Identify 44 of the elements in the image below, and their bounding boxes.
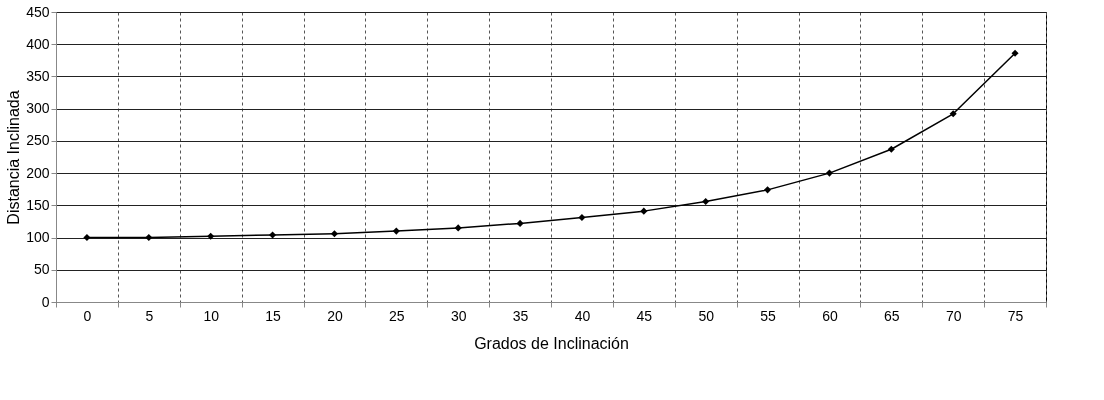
x-tick-label: 20 [327, 307, 343, 324]
x-tick-label: 10 [203, 307, 220, 324]
y-tick-label: 300 [26, 100, 50, 117]
point [207, 232, 215, 240]
point [578, 214, 586, 222]
point [949, 110, 957, 118]
x-tick-label: 45 [636, 307, 653, 324]
point [702, 197, 710, 205]
point [392, 227, 400, 235]
x-tick-label: 50 [698, 307, 715, 324]
y-tick-label: 350 [26, 67, 50, 84]
x-tick-label: 0 [83, 307, 92, 324]
y-tick-label: 200 [26, 164, 50, 181]
y-tick-label: 400 [26, 35, 50, 52]
point [330, 230, 338, 238]
point [454, 224, 462, 232]
x-tick-label: 25 [389, 307, 405, 324]
x-tick-label: 30 [450, 307, 467, 324]
y-tick-label: 250 [26, 132, 50, 149]
x-tick-label: 70 [945, 307, 962, 324]
x-tick-label: 15 [265, 307, 282, 324]
y-axis-title: Distancia Inclinada [5, 90, 23, 225]
y-tick-label: 100 [26, 229, 50, 246]
point [269, 231, 277, 239]
point [640, 207, 648, 215]
x-axis-title: Grados de Inclinación [474, 334, 629, 352]
point [516, 219, 524, 227]
y-tick-label: 150 [26, 196, 50, 213]
x-tick-label: 65 [884, 307, 900, 324]
x-tick-label: 55 [760, 307, 777, 324]
point [764, 186, 772, 194]
point [145, 234, 153, 242]
point [1011, 49, 1019, 57]
y-tick-label: 50 [33, 261, 50, 278]
x-tick-label: 5 [145, 307, 154, 324]
y-tick-label: 450 [26, 3, 50, 20]
x-tick-label: 75 [1007, 307, 1024, 324]
x-tick-label: 40 [574, 307, 591, 324]
x-tick-label: 60 [822, 307, 838, 324]
point [887, 145, 895, 153]
point [83, 234, 91, 242]
y-tick-label: 0 [41, 293, 50, 310]
point [825, 169, 833, 177]
x-tick-label: 35 [512, 307, 529, 324]
